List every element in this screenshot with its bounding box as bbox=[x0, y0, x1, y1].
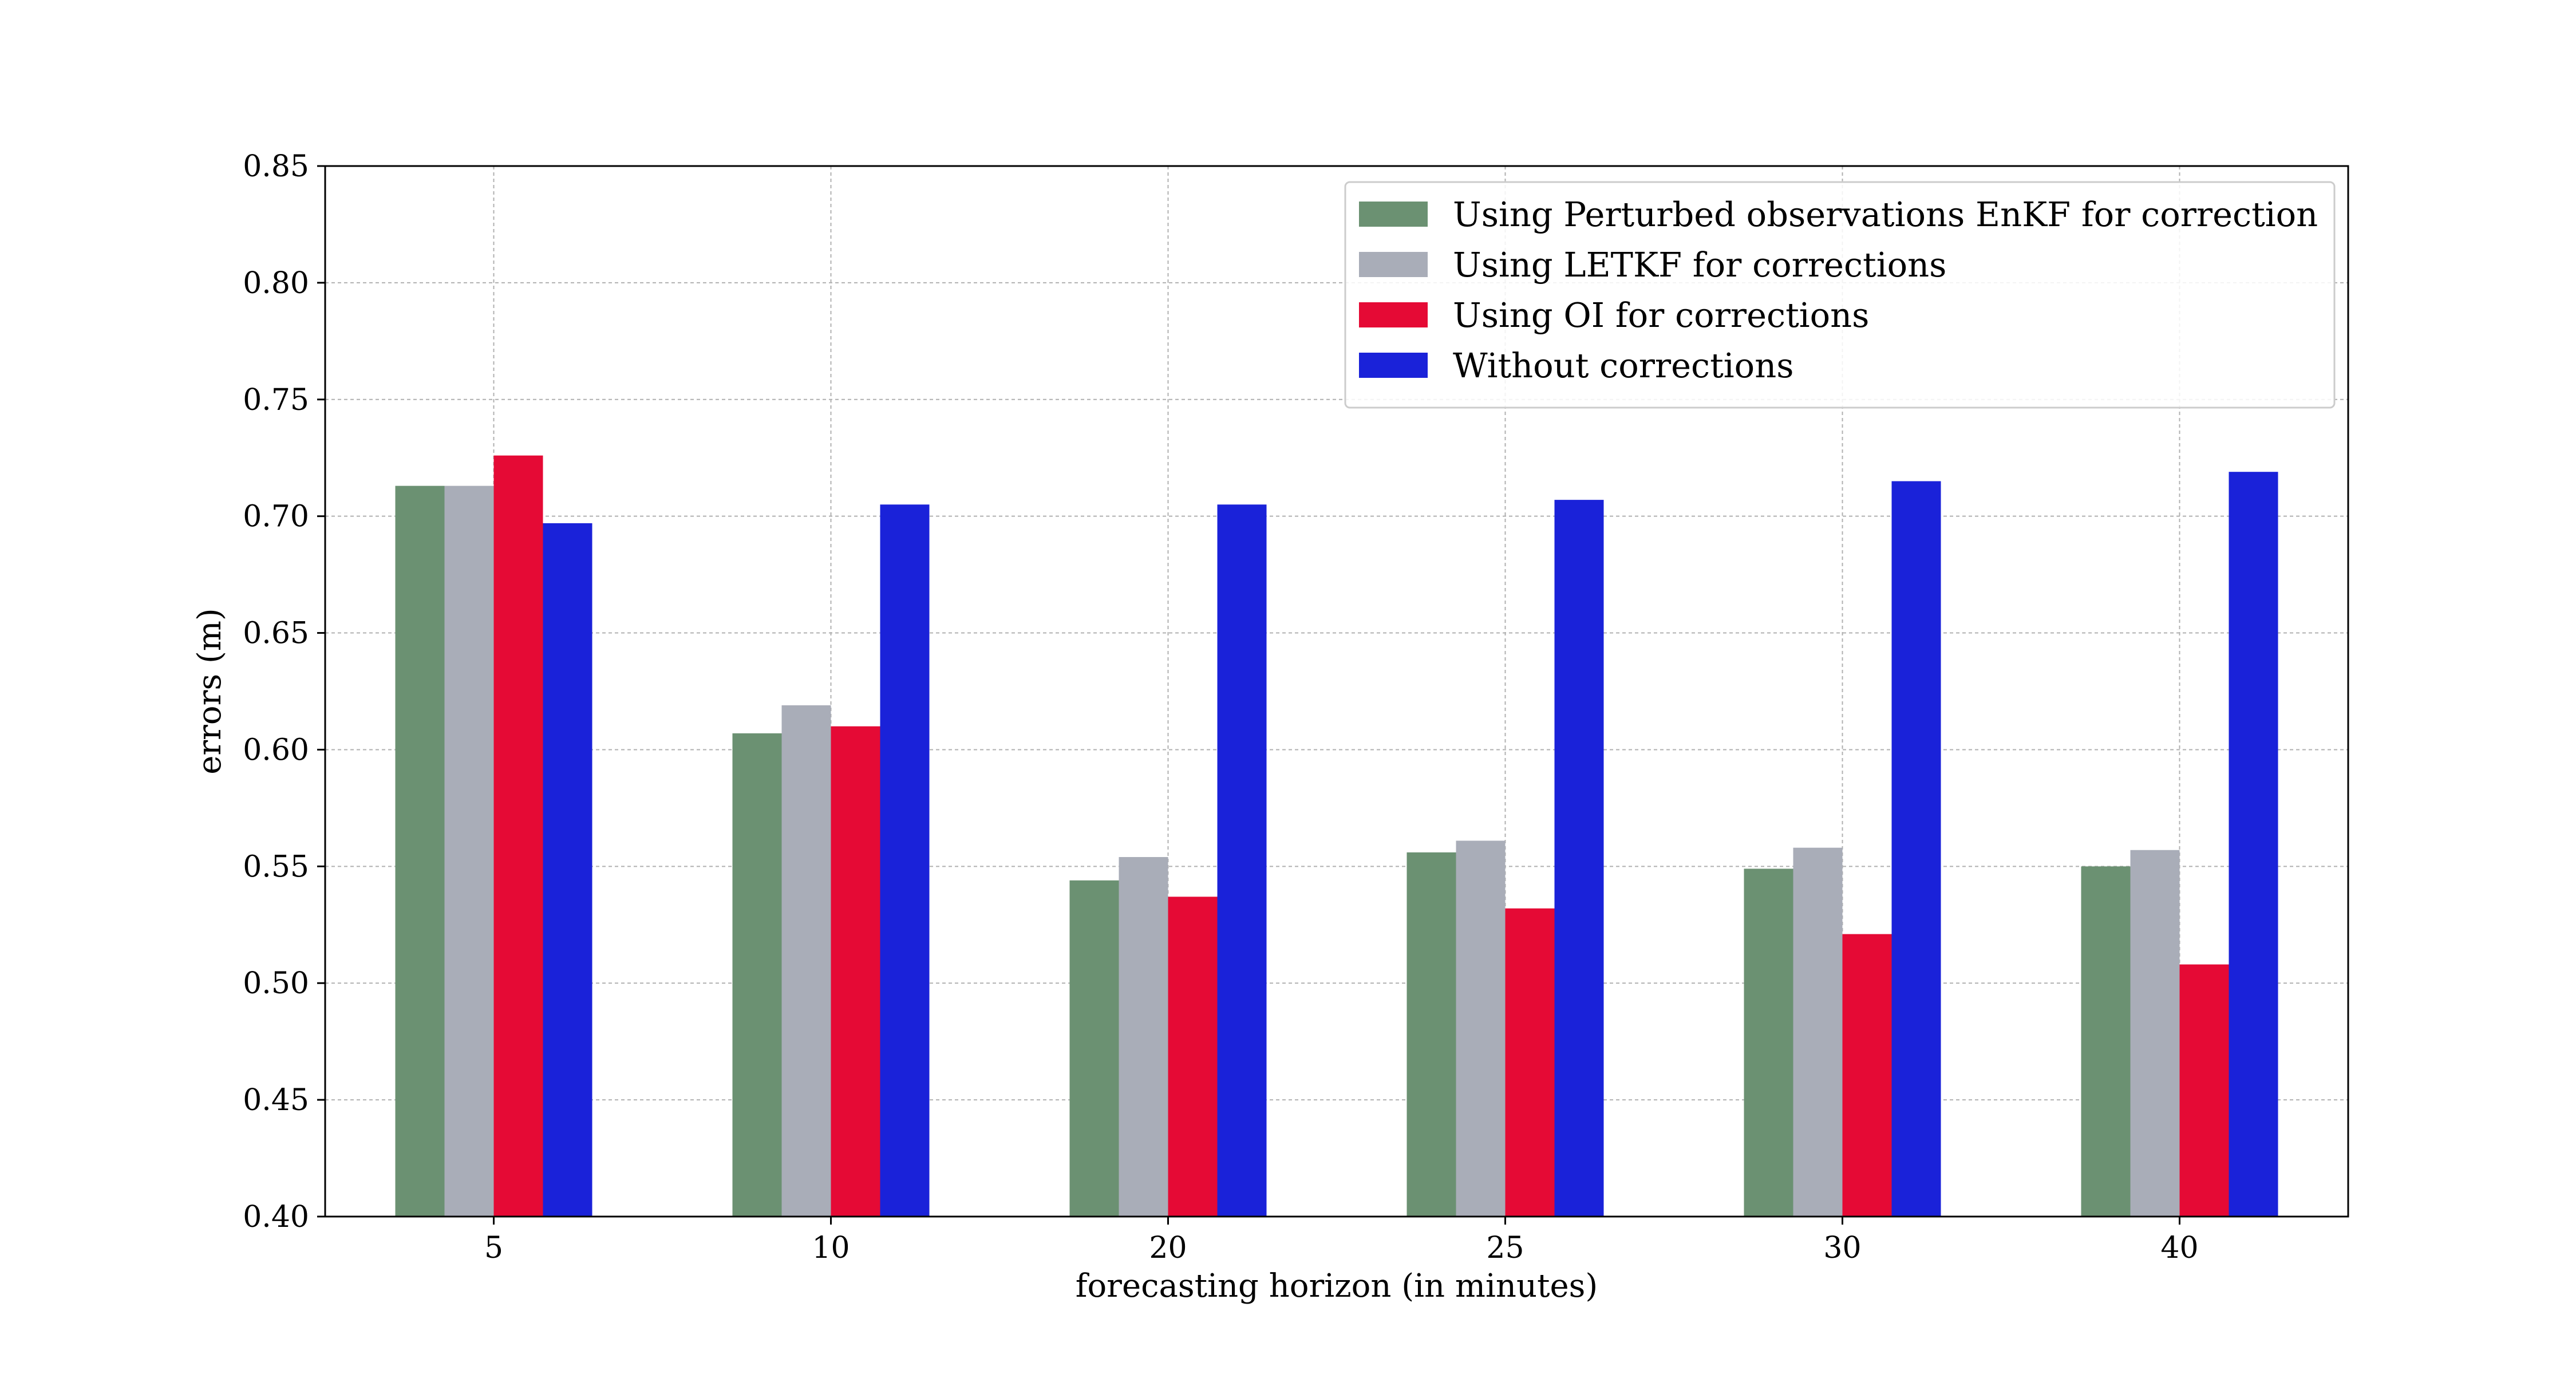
bar-4-20 bbox=[1217, 504, 1267, 1217]
bar-2-40 bbox=[2130, 850, 2180, 1217]
x-axis-title: forecasting horizon (in minutes) bbox=[1076, 1268, 1598, 1305]
y-tick-label: 0.85 bbox=[243, 149, 309, 184]
bar-2-30 bbox=[1793, 847, 1843, 1217]
bar-1-10 bbox=[732, 733, 782, 1217]
bar-1-30 bbox=[1744, 868, 1793, 1217]
legend-swatch-1 bbox=[1359, 202, 1428, 227]
bars bbox=[395, 455, 2278, 1217]
bar-3-5 bbox=[493, 455, 543, 1217]
x-tick-label: 5 bbox=[484, 1231, 503, 1265]
x-tick-label: 40 bbox=[2160, 1231, 2198, 1265]
legend: Using Perturbed observations EnKF for co… bbox=[1344, 181, 2336, 409]
legend-swatch-3 bbox=[1359, 302, 1428, 327]
y-tick-label: 0.55 bbox=[243, 850, 309, 884]
bar-2-20 bbox=[1119, 857, 1168, 1217]
legend-label-4: Without corrections bbox=[1453, 346, 1793, 385]
bar-1-40 bbox=[2081, 866, 2131, 1217]
bar-3-10 bbox=[831, 726, 880, 1217]
legend-label-2: Using LETKF for corrections bbox=[1453, 245, 1946, 285]
y-axis-title: errors (m) bbox=[191, 608, 228, 775]
bar-3-25 bbox=[1505, 908, 1555, 1217]
y-tick-label: 0.65 bbox=[243, 617, 309, 651]
bar-4-40 bbox=[2229, 472, 2278, 1217]
x-tick-label: 30 bbox=[1823, 1231, 1861, 1265]
plot-frame bbox=[324, 165, 2349, 1218]
y-tick-label: 0.75 bbox=[243, 383, 309, 417]
bar-1-5 bbox=[395, 485, 445, 1217]
y-tick-label: 0.40 bbox=[243, 1200, 309, 1234]
legend-label-1: Using Perturbed observations EnKF for co… bbox=[1453, 195, 2318, 234]
y-tick-label: 0.50 bbox=[243, 966, 309, 1001]
y-tick-label: 0.45 bbox=[243, 1083, 309, 1118]
legend-swatch-2 bbox=[1359, 252, 1428, 277]
y-tick-label: 0.70 bbox=[243, 500, 309, 534]
legend-box bbox=[1344, 181, 2336, 409]
bar-4-10 bbox=[880, 504, 930, 1217]
legend-swatch-4 bbox=[1359, 353, 1428, 378]
x-tick-label: 20 bbox=[1149, 1231, 1187, 1265]
legend-label-3: Using OI for corrections bbox=[1453, 295, 1869, 335]
bar-2-5 bbox=[444, 485, 494, 1217]
axis-ticks: 0.40 0.45 0.50 0.55 0.60 0.65 0.70 0.75 0.80 0.85… bbox=[243, 149, 2198, 1265]
y-tick-label: 0.80 bbox=[243, 266, 309, 301]
bar-4-25 bbox=[1554, 500, 1604, 1217]
bar-3-20 bbox=[1168, 897, 1218, 1217]
bar-3-40 bbox=[2179, 964, 2229, 1217]
bar-4-5 bbox=[543, 523, 592, 1217]
bar-3-30 bbox=[1842, 934, 1892, 1217]
bar-2-25 bbox=[1456, 840, 1506, 1217]
x-tick-label: 10 bbox=[812, 1231, 850, 1265]
x-tick-label: 25 bbox=[1486, 1231, 1524, 1265]
y-tick-label: 0.60 bbox=[243, 733, 309, 767]
bar-1-20 bbox=[1069, 880, 1119, 1217]
bar-1-25 bbox=[1406, 852, 1456, 1217]
bar-4-30 bbox=[1891, 481, 1941, 1217]
bar-2-10 bbox=[781, 705, 831, 1217]
